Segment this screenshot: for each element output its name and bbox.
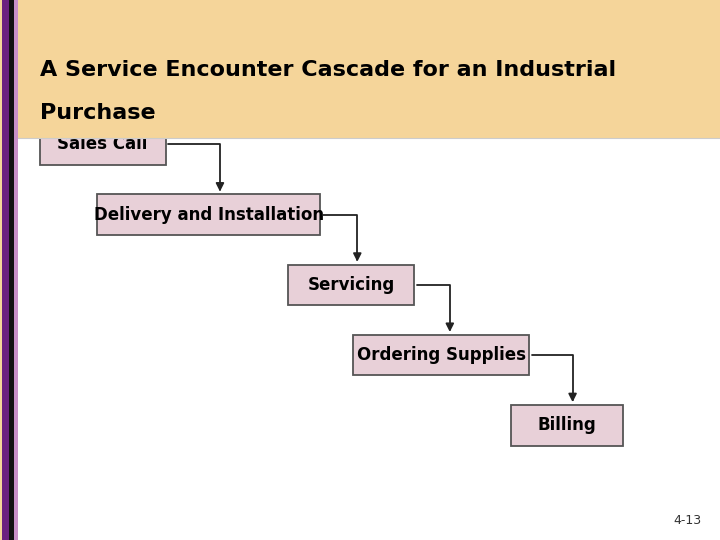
- Text: Ordering Supplies: Ordering Supplies: [356, 346, 526, 364]
- Text: Delivery and Installation: Delivery and Installation: [94, 206, 324, 224]
- FancyBboxPatch shape: [511, 405, 623, 446]
- FancyBboxPatch shape: [288, 265, 414, 305]
- Text: 4-13: 4-13: [674, 514, 702, 526]
- Text: Billing: Billing: [538, 416, 596, 434]
- FancyBboxPatch shape: [353, 335, 529, 375]
- FancyBboxPatch shape: [97, 194, 320, 235]
- Text: Purchase: Purchase: [40, 103, 156, 124]
- Text: Sales Call: Sales Call: [58, 136, 148, 153]
- Text: A Service Encounter Cascade for an Industrial: A Service Encounter Cascade for an Indus…: [40, 60, 616, 80]
- Text: Servicing: Servicing: [307, 276, 395, 294]
- FancyBboxPatch shape: [40, 124, 166, 165]
